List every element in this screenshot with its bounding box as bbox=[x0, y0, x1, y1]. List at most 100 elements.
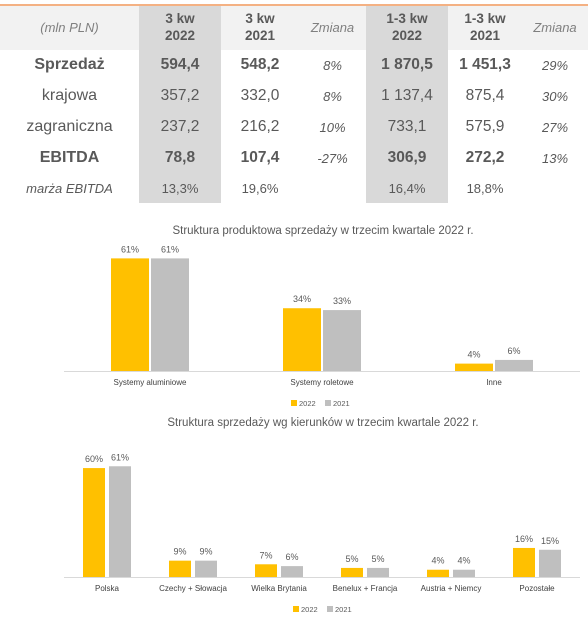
bar-2021-5 bbox=[539, 549, 561, 577]
bar-2022-0 bbox=[83, 468, 105, 577]
cell: 107,4 bbox=[240, 149, 280, 166]
data-label: 33% bbox=[333, 296, 351, 306]
col-9m-2021-header-line1: 1-3 kw bbox=[464, 11, 506, 26]
cell: 16,4% bbox=[388, 180, 426, 196]
data-label: 5% bbox=[371, 554, 384, 564]
row-label: marża EBITDA bbox=[26, 180, 113, 196]
category-label: Benelux + Francja bbox=[333, 584, 398, 593]
cell: -27% bbox=[317, 150, 348, 166]
category-label: Wielka Brytania bbox=[251, 584, 307, 593]
data-label: 6% bbox=[285, 552, 298, 562]
col-9m-2021-header-line2: 2021 bbox=[469, 28, 501, 43]
bar-2022-5 bbox=[513, 547, 535, 577]
bar-2021-0 bbox=[109, 466, 131, 577]
cell: 332,0 bbox=[240, 87, 280, 104]
col-9m-2022-header-line1: 1-3 kw bbox=[386, 11, 428, 26]
direction-structure-chart-svg: Struktura sprzedaży wg kierunków w trzec… bbox=[64, 417, 580, 614]
bar-2021-3 bbox=[367, 567, 389, 577]
bar-2021-2 bbox=[281, 566, 303, 577]
data-label: 61% bbox=[161, 244, 179, 254]
data-label: 60% bbox=[85, 454, 103, 464]
product-structure-chart-svg: Struktura produktowa sprzedaży w trzecim… bbox=[64, 225, 580, 408]
col-q3-2021-header-line1: 3 kw bbox=[245, 11, 275, 26]
cell: 10% bbox=[319, 119, 346, 135]
data-label: 9% bbox=[199, 547, 212, 557]
bar-2022-1 bbox=[169, 560, 191, 577]
cell: 594,4 bbox=[160, 56, 200, 73]
unit-label: (mln PLN) bbox=[40, 19, 99, 35]
row-label: zagraniczna bbox=[26, 118, 113, 135]
data-label: 6% bbox=[507, 346, 520, 356]
product-structure-chart: Struktura produktowa sprzedaży w trzecim… bbox=[0, 218, 588, 410]
category-label: Systemy roletowe bbox=[290, 378, 354, 387]
legend-label: 2022 bbox=[299, 399, 316, 408]
bar-2021-1 bbox=[323, 310, 361, 371]
cell: 8% bbox=[323, 88, 342, 104]
bar-2021-4 bbox=[453, 569, 475, 577]
legend-swatch-2021 bbox=[325, 400, 331, 406]
cell: 216,2 bbox=[240, 118, 280, 135]
legend-swatch-2022 bbox=[293, 606, 299, 612]
bar-2022-0 bbox=[111, 258, 149, 371]
data-label: 4% bbox=[457, 556, 470, 566]
chart-title: Struktura produktowa sprzedaży w trzecim… bbox=[172, 225, 473, 237]
legend-label: 2021 bbox=[333, 399, 350, 408]
category-label: Polska bbox=[95, 584, 120, 593]
cell: 78,8 bbox=[164, 149, 196, 166]
data-label: 7% bbox=[259, 550, 272, 560]
col-q3-2021-header: 3 kw 2021 bbox=[221, 6, 299, 48]
cell: 1 137,4 bbox=[381, 87, 433, 104]
col-9m-2022-header-line2: 2022 bbox=[391, 28, 423, 43]
category-label: Czechy + Słowacja bbox=[159, 584, 227, 593]
bar-2022-2 bbox=[455, 363, 493, 371]
cell: 13,3% bbox=[161, 180, 199, 196]
row-label: EBITDA bbox=[39, 149, 100, 166]
row-label: krajowa bbox=[41, 87, 98, 104]
bar-2021-1 bbox=[195, 560, 217, 577]
cell: 272,2 bbox=[465, 149, 505, 166]
cell: 875,4 bbox=[465, 87, 505, 104]
cell: 237,2 bbox=[160, 118, 200, 135]
col-q3-2022-header-line2: 2022 bbox=[164, 28, 196, 43]
bar-2022-2 bbox=[255, 564, 277, 577]
chart-title: Struktura sprzedaży wg kierunków w trzec… bbox=[167, 417, 478, 429]
bar-2022-4 bbox=[427, 569, 449, 577]
cell: 1 870,5 bbox=[381, 56, 433, 73]
bar-2021-2 bbox=[495, 359, 533, 371]
bar-2022-1 bbox=[283, 308, 321, 371]
col-q3-2022-header-line1: 3 kw bbox=[165, 11, 195, 26]
legend-swatch-2021 bbox=[327, 606, 333, 612]
category-label: Austria + Niemcy bbox=[421, 584, 482, 593]
cell: 19,6% bbox=[241, 180, 279, 196]
category-label: Inne bbox=[486, 378, 502, 387]
col-9m-2021-header: 1-3 kw 2021 bbox=[448, 6, 522, 48]
col-9m-2022-header: 1-3 kw 2022 bbox=[366, 6, 448, 48]
data-label: 9% bbox=[173, 547, 186, 557]
legend-label: 2021 bbox=[335, 605, 352, 614]
cell: 548,2 bbox=[240, 56, 280, 73]
data-label: 34% bbox=[293, 294, 311, 304]
data-label: 4% bbox=[431, 556, 444, 566]
legend-label: 2022 bbox=[301, 605, 318, 614]
highlight-column-9m-2022 bbox=[366, 6, 448, 203]
cell: 8% bbox=[323, 57, 342, 73]
row-label: Sprzedaż bbox=[34, 56, 105, 73]
bar-2022-3 bbox=[341, 567, 363, 577]
col-change-q3-header: Zmiana bbox=[310, 19, 355, 35]
data-label: 4% bbox=[467, 350, 480, 360]
direction-structure-chart: Struktura sprzedaży wg kierunków w trzec… bbox=[0, 412, 588, 617]
col-q3-2022-header: 3 kw 2022 bbox=[139, 6, 221, 48]
cell: 575,9 bbox=[465, 118, 505, 135]
cell: 13% bbox=[541, 150, 569, 166]
header-band bbox=[0, 4, 588, 50]
cell: 29% bbox=[541, 57, 569, 73]
data-label: 61% bbox=[111, 452, 129, 462]
cell: 357,2 bbox=[160, 87, 200, 104]
category-label: Pozostałe bbox=[519, 584, 555, 593]
cell: 306,9 bbox=[387, 149, 427, 166]
data-label: 15% bbox=[541, 536, 559, 546]
cell: 30% bbox=[541, 88, 569, 104]
cell: 1 451,3 bbox=[459, 56, 511, 73]
bar-2021-0 bbox=[151, 258, 189, 371]
data-label: 61% bbox=[121, 244, 139, 254]
